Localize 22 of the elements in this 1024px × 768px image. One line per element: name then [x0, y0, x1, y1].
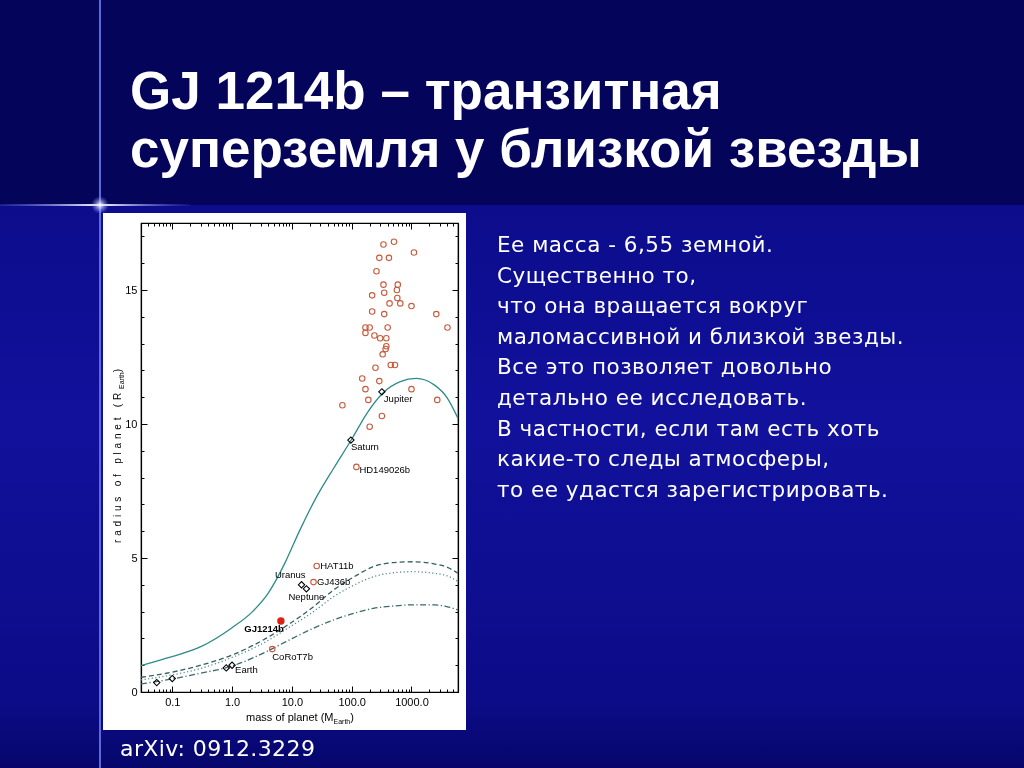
annotation: HD149026b	[359, 463, 411, 475]
y-tick-label: 0	[131, 685, 138, 698]
chart-title: GJ 1214b – транзитная суперземля у близкой звезды	[130, 61, 923, 178]
x-tick-label: 100.0	[338, 695, 366, 708]
annotation: Saturn	[350, 441, 379, 453]
annotation: GJ436b	[317, 576, 351, 588]
text: arXiv: 0912.3229	[120, 736, 316, 762]
text: Ее масса - 6,55 земной. Существенно то, что она вращается вокруг маломассивной и близкой звезды. Все это позволяет довольно детально ее исследовать. В частности, если там есть хоть какие-то следы атмосферы, то ее удастся зарегистрировать.	[497, 232, 905, 502]
x-axis-title: mass of planet (M$_{Earth}$)	[246, 710, 354, 726]
y-tick-label: 10	[125, 417, 138, 430]
annotation: GJ1214b	[244, 622, 285, 634]
y-tick-label: 5	[131, 551, 138, 564]
y-tick-label: 15	[125, 283, 138, 296]
x-tick-label: 1.0	[224, 695, 241, 708]
annotation: HAT11b	[320, 560, 354, 572]
x-tick-label: 0.1	[165, 695, 181, 708]
annotation: Jupiter	[383, 392, 413, 404]
annotation: CoRoT7b	[272, 651, 313, 663]
annotation: Neptune	[288, 590, 325, 602]
x-tick-label: 1000.0	[395, 695, 429, 708]
x-tick-label: 10.0	[281, 695, 304, 708]
annotation: Earth	[235, 664, 258, 676]
